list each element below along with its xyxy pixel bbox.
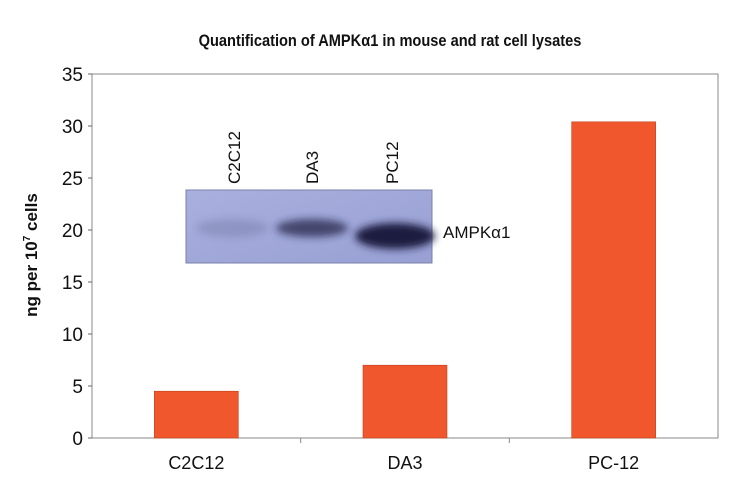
bar-da3 (362, 364, 448, 439)
bar-pc-12 (571, 121, 656, 439)
y-tick-label: 5 (72, 377, 83, 398)
y-axis-label-suffix: cells (22, 193, 41, 236)
blot-lane-label: DA3 (303, 151, 322, 184)
bar-c2c12 (154, 390, 239, 439)
blot-band (196, 219, 268, 237)
y-tick-label: 0 (72, 429, 83, 450)
blot-lane-label: PC12 (383, 141, 402, 184)
y-axis-label: ng per 107 cells (22, 193, 41, 317)
svg-text:ng per 107 cells: ng per 107 cells (22, 193, 41, 317)
y-axis-label-superscript: 7 (22, 235, 33, 241)
y-tick-label: 25 (62, 169, 83, 190)
blot-lane-label: C2C12 (225, 131, 244, 184)
chart-title: Quantification of AMPKα1 in mouse and ra… (199, 32, 582, 50)
x-tick-label: PC-12 (588, 453, 639, 473)
y-tick-label: 10 (62, 325, 83, 346)
western-blot-inset: C2C12 DA3 PC12 AMPKα1 (185, 131, 510, 264)
blot-band-label: AMPKα1 (443, 223, 510, 242)
blot-band (355, 223, 435, 249)
y-tick-label: 15 (62, 273, 83, 294)
x-tick-label: C2C12 (168, 453, 224, 473)
y-tick-label: 30 (62, 117, 83, 138)
blot-band (276, 219, 348, 237)
x-tick-label: DA3 (387, 453, 422, 473)
y-axis-label-text: ng per 10 (22, 241, 41, 317)
y-tick-label: 35 (62, 65, 83, 86)
y-tick-label: 20 (62, 221, 83, 242)
